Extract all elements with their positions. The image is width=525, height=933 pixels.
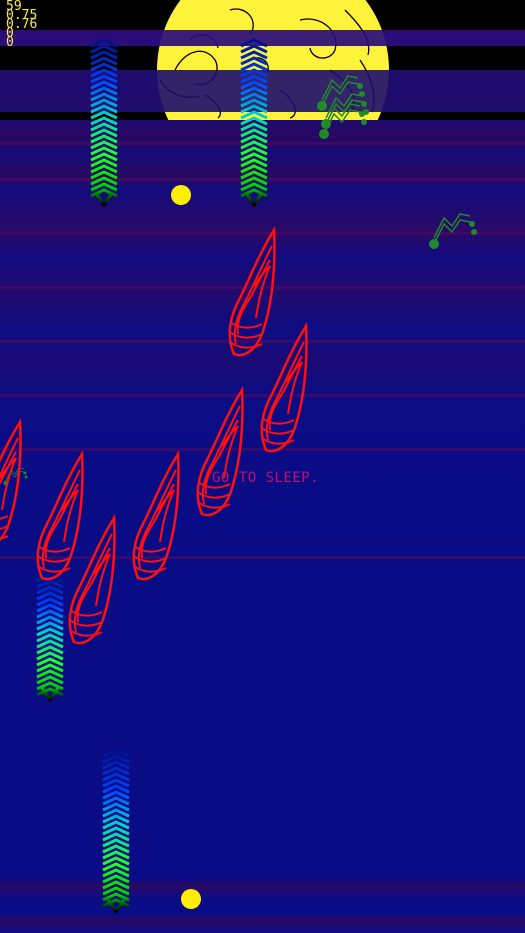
background-stripe	[0, 556, 525, 559]
spiky-worm-sprite	[240, 38, 268, 208]
background-stripe	[0, 142, 525, 145]
spiky-worm-sprite	[36, 573, 64, 703]
status-message: GO TO SLEEP.	[212, 470, 320, 486]
background-stripe	[0, 232, 525, 235]
flame-sprite	[196, 388, 244, 517]
flame-sprite	[36, 452, 84, 581]
hud-line-value-a: 0.75	[6, 8, 38, 23]
hud-line-fps: 59	[6, 0, 22, 14]
flame-sprite	[0, 420, 22, 549]
background-stripe	[0, 448, 525, 451]
hud-line-value-b: 0.76	[6, 17, 38, 32]
orb-icon	[181, 889, 201, 909]
music-note-icon	[428, 213, 478, 250]
background-stripe	[0, 340, 525, 343]
flame-sprite	[260, 324, 308, 453]
background-stripe	[0, 178, 525, 181]
flame-sprite	[132, 452, 180, 581]
sky-band	[0, 30, 525, 46]
hud-line-value-d: 0	[6, 35, 14, 50]
orb-icon	[171, 185, 191, 205]
hud-line-value-c: 0	[6, 26, 14, 41]
background-stripe	[0, 394, 525, 397]
flame-sprite	[228, 228, 276, 357]
spiky-worm-sprite	[90, 38, 118, 208]
spiky-worm-sprite	[102, 748, 130, 915]
hud-stats: 59 0.75 0.76 0 0	[6, 0, 38, 50]
